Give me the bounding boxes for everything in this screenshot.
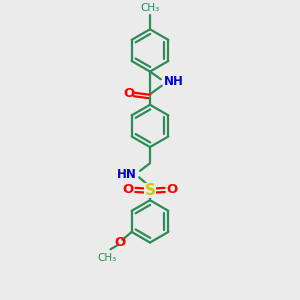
Text: CH₃: CH₃	[97, 253, 116, 263]
Text: O: O	[166, 183, 177, 196]
Text: HN: HN	[117, 168, 136, 181]
Text: NH: NH	[164, 75, 184, 88]
Text: O: O	[123, 183, 134, 196]
Text: O: O	[114, 236, 126, 249]
Text: CH₃: CH₃	[140, 3, 160, 13]
Text: O: O	[124, 87, 135, 101]
Text: S: S	[145, 183, 155, 198]
